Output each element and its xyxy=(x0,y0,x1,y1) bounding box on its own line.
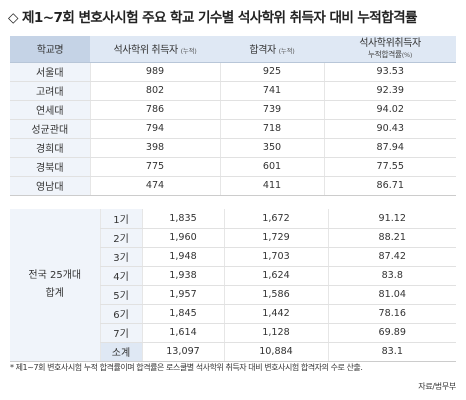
cell-passers: 718 xyxy=(219,119,324,139)
cell-rate: 90.43 xyxy=(323,119,456,139)
table-row: 연세대 786 739 94.02 xyxy=(10,100,456,120)
cell-cohort: 4기 xyxy=(99,266,142,286)
group-label-line2: 합계 xyxy=(45,287,64,299)
cell-cohort: 2기 xyxy=(99,228,142,248)
cell-grads: 802 xyxy=(89,81,220,101)
national-total-table: 전국 25개대 합계 1기 1,835 1,672 91.12 2기 1,960 1,729 88… xyxy=(10,209,456,362)
cell-rate: 86.71 xyxy=(323,176,456,196)
cell-grads: 786 xyxy=(89,100,220,120)
cell-grads: 1,614 xyxy=(141,323,224,343)
table-row: 7기 1,614 1,128 69.89 xyxy=(10,323,456,343)
school-pass-rate-table: 학교명 석사학위 취득자 (누적) 합격자 (누적) 석사학위취득자 누적합격률(… xyxy=(10,36,456,196)
table-row: 4기 1,938 1,624 83.8 xyxy=(10,266,456,286)
cell-passers: 1,703 xyxy=(223,247,328,267)
cell-grads: 1,960 xyxy=(141,228,224,248)
header-grads-label: 석사학위 취득자 xyxy=(113,45,178,57)
cell-school: 영남대 xyxy=(10,176,90,196)
cell-school: 경북대 xyxy=(10,157,90,177)
cell-grads: 794 xyxy=(89,119,220,139)
cell-grads: 1,948 xyxy=(141,247,224,267)
header-rate: 석사학위취득자 누적합격률(%) xyxy=(324,36,456,63)
cell-passers: 10,884 xyxy=(223,342,328,362)
cell-passers: 601 xyxy=(219,157,324,177)
cell-passers: 1,128 xyxy=(223,323,328,343)
header-school: 학교명 xyxy=(10,36,90,63)
cell-grads: 1,957 xyxy=(141,285,224,305)
table-row: 6기 1,845 1,442 78.16 xyxy=(10,304,456,324)
cell-cohort: 5기 xyxy=(99,285,142,305)
cell-grads: 398 xyxy=(89,138,220,158)
header-rate-sub: 누적합격률 xyxy=(367,49,402,59)
header-rate-label: 석사학위취득자 xyxy=(359,37,421,49)
table-row: 서울대 989 925 93.53 xyxy=(10,62,456,82)
cell-rate: 81.04 xyxy=(327,285,456,305)
cell-passers: 1,624 xyxy=(223,266,328,286)
cell-cohort: 소계 xyxy=(99,342,142,362)
cell-passers: 741 xyxy=(219,81,324,101)
cell-rate: 83.1 xyxy=(327,342,456,362)
table-row: 5기 1,957 1,586 81.04 xyxy=(10,285,456,305)
cell-grads: 775 xyxy=(89,157,220,177)
cell-rate: 92.39 xyxy=(323,81,456,101)
table-row: 소계 13,097 10,884 83.1 xyxy=(10,342,456,362)
table-row: 영남대 474 411 86.71 xyxy=(10,176,456,196)
table-row: 3기 1,948 1,703 87.42 xyxy=(10,247,456,267)
cell-rate: 87.94 xyxy=(323,138,456,158)
header-passers-unit: (누적) xyxy=(278,47,295,56)
cell-grads: 989 xyxy=(89,62,220,82)
cell-passers: 925 xyxy=(219,62,324,82)
header-grads-unit: (누적) xyxy=(180,47,197,56)
header-grads: 석사학위 취득자 (누적) xyxy=(90,36,220,63)
table-header-row: 학교명 석사학위 취득자 (누적) 합격자 (누적) 석사학위취득자 누적합격률(… xyxy=(10,36,456,63)
header-passers: 합격자 (누적) xyxy=(220,36,324,63)
header-rate-unit: (%) xyxy=(401,50,413,59)
cell-rate: 93.53 xyxy=(323,62,456,82)
cell-rate: 77.55 xyxy=(323,157,456,177)
cell-rate: 78.16 xyxy=(327,304,456,324)
cell-cohort: 6기 xyxy=(99,304,142,324)
cell-rate: 87.42 xyxy=(327,247,456,267)
cell-passers: 350 xyxy=(219,138,324,158)
cell-rate: 94.02 xyxy=(323,100,456,120)
cell-grads: 474 xyxy=(89,176,220,196)
cell-cohort: 3기 xyxy=(99,247,142,267)
cell-rate: 91.12 xyxy=(327,209,456,229)
table-row: 2기 1,960 1,729 88.21 xyxy=(10,228,456,248)
cell-cohort: 7기 xyxy=(99,323,142,343)
cell-grads: 1,938 xyxy=(141,266,224,286)
cell-grads: 1,835 xyxy=(141,209,224,229)
table-row: 성균관대 794 718 90.43 xyxy=(10,119,456,139)
cell-passers: 1,586 xyxy=(223,285,328,305)
table-row: 경북대 775 601 77.55 xyxy=(10,157,456,177)
cell-passers: 1,442 xyxy=(223,304,328,324)
cell-passers: 411 xyxy=(219,176,324,196)
cell-school: 성균관대 xyxy=(10,119,90,139)
cell-rate: 88.21 xyxy=(327,228,456,248)
cell-grads: 13,097 xyxy=(141,342,224,362)
cell-passers: 1,672 xyxy=(223,209,328,229)
cell-school: 고려대 xyxy=(10,81,90,101)
footnote: * 제1~7회 변호사시험 누적 합격률이며 합격률은 로스쿨별 석사학위 취득… xyxy=(10,363,363,372)
cell-rate: 69.89 xyxy=(327,323,456,343)
cell-passers: 739 xyxy=(219,100,324,120)
table-row: 전국 25개대 합계 1기 1,835 1,672 91.12 xyxy=(10,209,456,362)
cell-rate: 83.8 xyxy=(327,266,456,286)
page-title: ◇ 제1~7회 변호사시험 주요 학교 기수별 석사학위 취득자 대비 누적합격… xyxy=(8,10,418,26)
cell-cohort: 1기 xyxy=(99,209,142,229)
table-row: 고려대 802 741 92.39 xyxy=(10,81,456,101)
source-credit: 자료/법무부 xyxy=(418,382,456,391)
cell-passers: 1,729 xyxy=(223,228,328,248)
cell-school: 서울대 xyxy=(10,62,90,82)
cell-school: 연세대 xyxy=(10,100,90,120)
group-label-line1: 전국 25개대 xyxy=(28,269,82,281)
cell-school: 경희대 xyxy=(10,138,90,158)
table-row: 경희대 398 350 87.94 xyxy=(10,138,456,158)
cell-grads: 1,845 xyxy=(141,304,224,324)
header-passers-label: 합격자 xyxy=(249,45,276,57)
